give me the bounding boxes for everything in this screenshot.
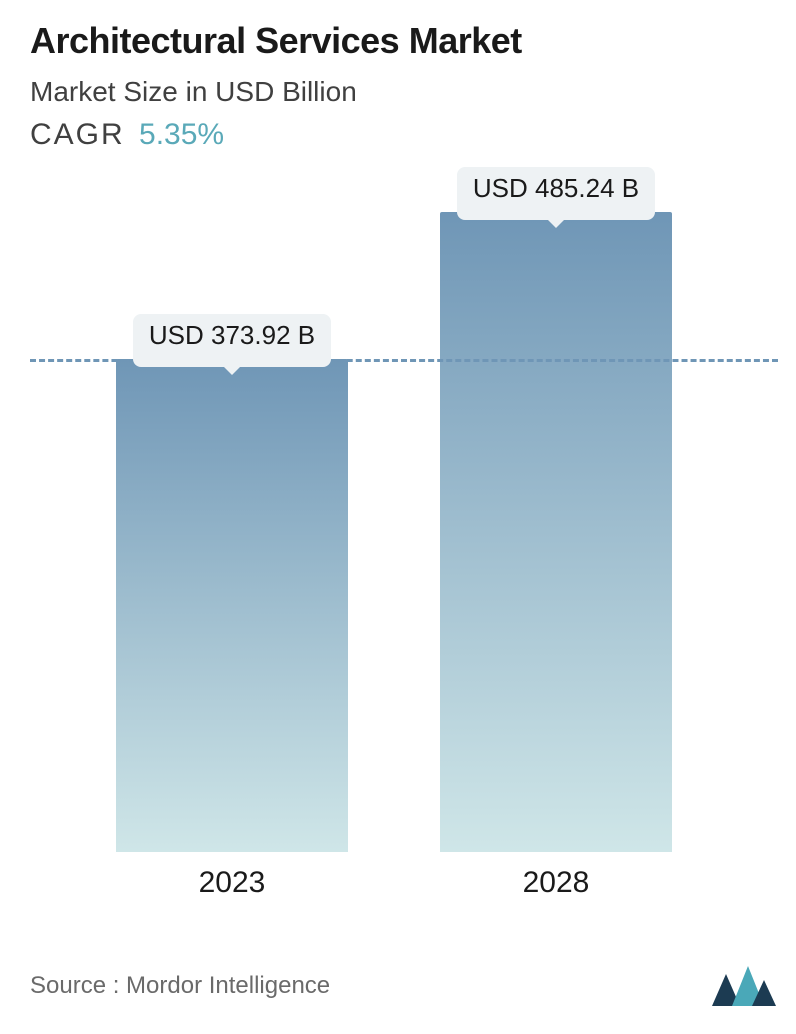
cagr-label: CAGR xyxy=(30,118,125,151)
value-label-2028: USD 485.24 B xyxy=(473,173,639,203)
value-label-2023: USD 373.92 B xyxy=(149,320,315,350)
market-size-chart-card: Architectural Services Market Market Siz… xyxy=(0,0,796,1034)
x-label-2023: 2023 xyxy=(102,866,362,900)
x-label-2028: 2028 xyxy=(426,866,686,900)
bar-plot: USD 373.92 B USD 485.24 B xyxy=(30,212,778,852)
page-title: Architectural Services Market xyxy=(30,20,778,62)
bar-slot-2023: USD 373.92 B xyxy=(102,212,362,852)
mordor-logo-icon xyxy=(712,966,776,1006)
cagr-row: CAGR 5.35% xyxy=(30,118,778,152)
bar-2023 xyxy=(116,359,348,852)
bars-container: USD 373.92 B USD 485.24 B xyxy=(30,212,778,852)
value-pill-2023: USD 373.92 B xyxy=(133,314,331,367)
footer: Source : Mordor Intelligence xyxy=(30,966,776,1006)
page-subtitle: Market Size in USD Billion xyxy=(30,76,778,108)
cagr-value: 5.35% xyxy=(139,118,224,151)
source-text: Source : Mordor Intelligence xyxy=(30,972,330,1000)
bar-2028 xyxy=(440,212,672,852)
x-axis-labels: 2023 2028 xyxy=(30,866,778,900)
chart-area: USD 373.92 B USD 485.24 B 2023 2028 xyxy=(30,212,778,1034)
value-pill-2028: USD 485.24 B xyxy=(457,167,655,220)
bar-slot-2028: USD 485.24 B xyxy=(426,212,686,852)
